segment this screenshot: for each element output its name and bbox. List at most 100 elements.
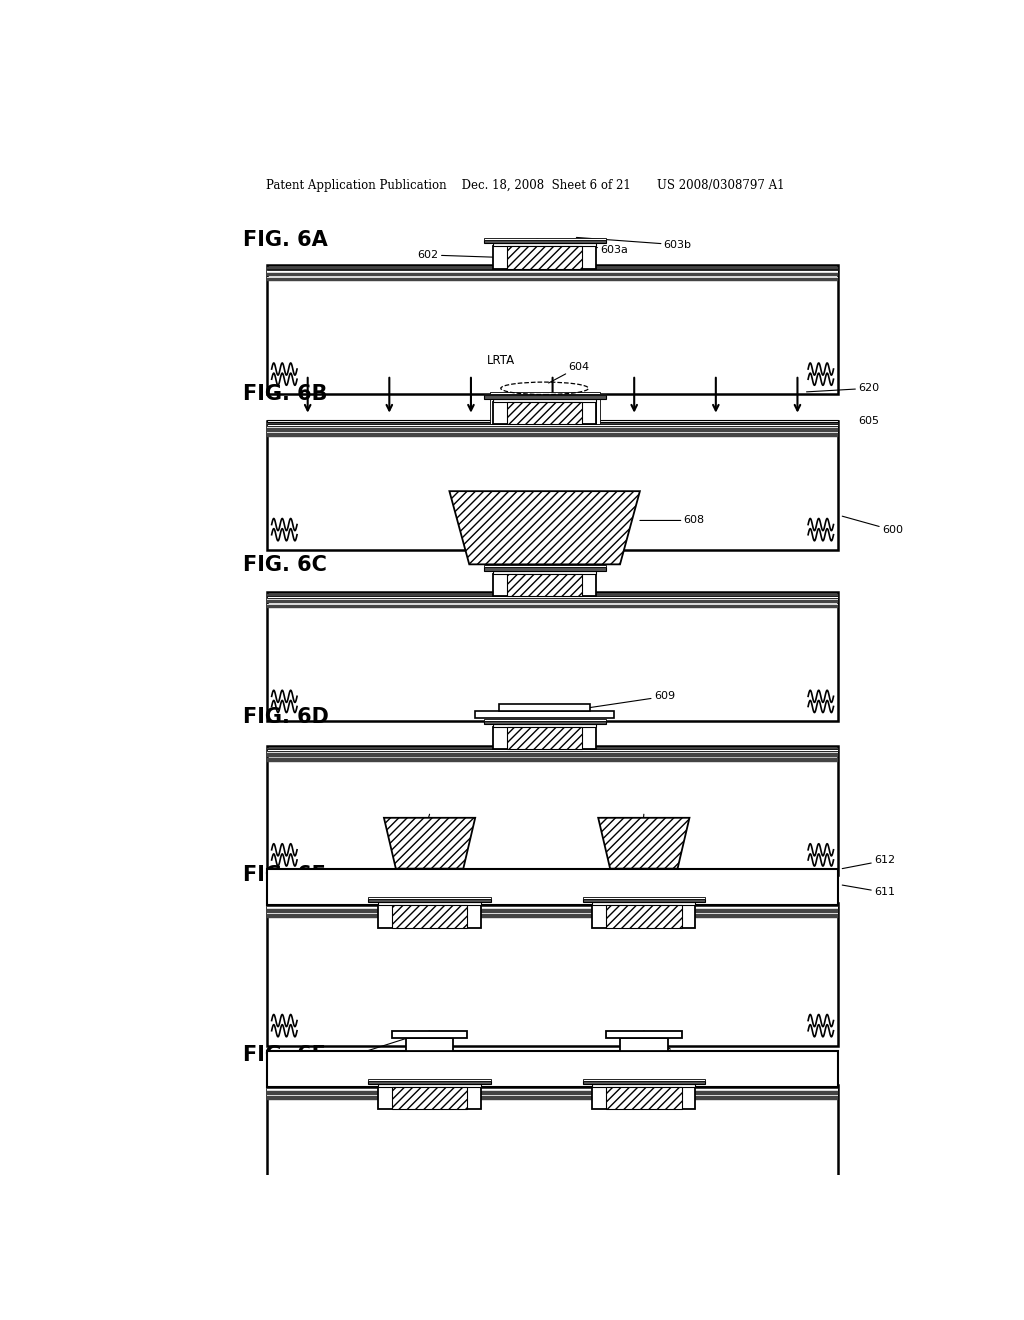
Bar	[507, 247, 583, 269]
Bar	[583, 898, 705, 899]
Bar	[483, 721, 606, 725]
Bar	[378, 1088, 481, 1110]
Text: 615b: 615b	[644, 1045, 695, 1073]
Bar	[267, 869, 839, 906]
Text: 613: 613	[397, 814, 430, 888]
Bar	[267, 421, 839, 549]
Bar	[592, 906, 695, 928]
Bar	[494, 247, 596, 269]
Bar	[483, 240, 606, 243]
Bar	[267, 598, 839, 599]
Bar	[267, 265, 839, 395]
Bar	[507, 574, 583, 595]
Text: Patent Application Publication    Dec. 18, 2008  Sheet 6 of 21       US 2008/030: Patent Application Publication Dec. 18, …	[265, 178, 784, 191]
Bar	[369, 1078, 490, 1081]
Bar	[267, 750, 839, 751]
Text: 604: 604	[549, 362, 590, 383]
Bar	[483, 238, 606, 240]
Bar	[267, 420, 839, 422]
Bar	[267, 426, 839, 428]
Bar	[494, 725, 596, 727]
Bar	[507, 727, 583, 750]
Bar	[378, 903, 481, 906]
Bar	[267, 605, 839, 609]
Text: FIG. 6F: FIG. 6F	[243, 1044, 326, 1065]
Bar	[267, 746, 839, 875]
Bar	[494, 727, 596, 750]
Bar	[507, 401, 583, 424]
Bar	[267, 277, 839, 279]
Bar	[267, 1084, 839, 1085]
Bar	[267, 1096, 839, 1100]
Bar	[267, 273, 839, 276]
Bar	[267, 271, 839, 273]
Bar	[483, 565, 606, 568]
Bar	[267, 1085, 839, 1228]
Bar	[267, 758, 839, 762]
Bar	[606, 1031, 682, 1038]
Bar	[494, 243, 596, 247]
Bar	[267, 433, 839, 434]
Bar	[267, 433, 839, 437]
Polygon shape	[598, 818, 689, 869]
Text: 602: 602	[418, 249, 504, 260]
Bar	[592, 1084, 695, 1088]
Text: 616a: 616a	[334, 1031, 430, 1061]
Bar	[267, 1051, 839, 1088]
Bar	[267, 1092, 839, 1094]
Bar	[267, 903, 839, 1045]
Bar	[267, 424, 839, 426]
Text: FIG. 6A: FIG. 6A	[243, 230, 328, 249]
Text: 613: 613	[628, 814, 649, 888]
Bar	[592, 903, 695, 906]
Bar	[267, 1089, 839, 1092]
Bar	[267, 754, 839, 756]
Bar	[267, 913, 839, 917]
Bar	[267, 422, 839, 426]
Bar	[267, 907, 839, 909]
Bar	[475, 711, 614, 718]
Bar	[267, 269, 839, 271]
Bar	[267, 599, 839, 603]
Bar	[489, 393, 494, 424]
Text: 600: 600	[842, 516, 903, 535]
Bar	[620, 1038, 668, 1051]
Bar	[267, 913, 839, 916]
Bar	[494, 399, 596, 401]
Bar	[267, 758, 839, 760]
Bar	[267, 902, 839, 903]
Text: FIG. 6B: FIG. 6B	[243, 384, 328, 404]
Text: 616b: 616b	[644, 1031, 695, 1061]
Bar	[378, 1084, 481, 1088]
Bar	[583, 1081, 705, 1084]
Bar	[583, 1078, 705, 1081]
Bar	[267, 909, 839, 912]
Text: 603a: 603a	[537, 239, 628, 255]
Polygon shape	[450, 491, 640, 565]
Bar	[267, 605, 839, 606]
Bar	[369, 898, 490, 899]
Bar	[267, 751, 839, 754]
Bar	[392, 1031, 467, 1038]
Text: 603b: 603b	[577, 238, 691, 249]
Bar	[267, 267, 839, 271]
Bar	[392, 906, 467, 928]
Bar	[583, 899, 705, 903]
Text: 605: 605	[858, 416, 880, 426]
Text: 620: 620	[807, 383, 880, 393]
Text: 609: 609	[590, 692, 675, 708]
Bar	[592, 1088, 695, 1110]
Text: LRTA: LRTA	[487, 354, 515, 367]
Bar	[483, 393, 606, 396]
Bar	[483, 396, 606, 399]
Bar	[267, 1096, 839, 1097]
Bar	[267, 903, 839, 907]
Bar	[606, 906, 682, 928]
Text: 611: 611	[842, 886, 895, 898]
Polygon shape	[384, 818, 475, 869]
Bar	[483, 568, 606, 570]
Bar	[267, 747, 839, 751]
Bar	[406, 1038, 454, 1051]
Text: 615a: 615a	[334, 1045, 430, 1073]
Bar	[378, 906, 481, 928]
